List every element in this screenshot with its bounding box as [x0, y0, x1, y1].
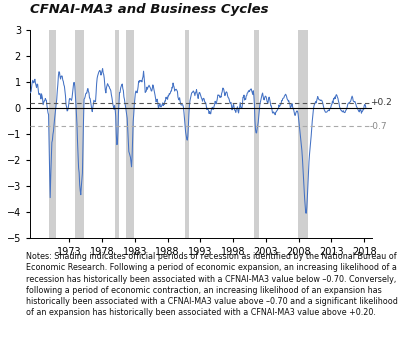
Text: Notes: Shading indicates official periods of recession as identified by the Nati: Notes: Shading indicates official period…	[26, 252, 398, 317]
Bar	[298, 30, 308, 238]
Bar	[75, 30, 84, 238]
Text: CFNAI-MA3 and Business Cycles: CFNAI-MA3 and Business Cycles	[30, 3, 268, 16]
Bar	[184, 30, 189, 238]
Text: +0.2: +0.2	[370, 98, 392, 107]
Text: -0.7: -0.7	[370, 122, 388, 130]
Bar	[254, 30, 259, 238]
Bar	[49, 30, 56, 238]
Bar	[115, 30, 119, 238]
Bar	[126, 30, 134, 238]
